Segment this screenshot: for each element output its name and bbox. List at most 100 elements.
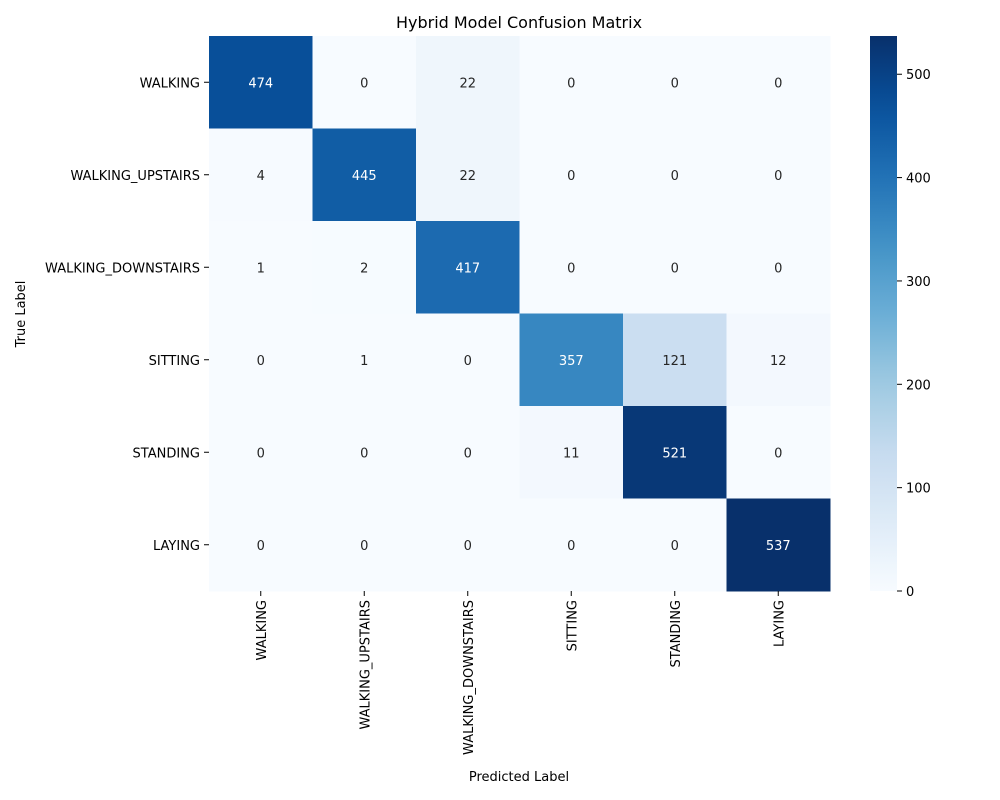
heatmap-cell bbox=[623, 498, 727, 592]
y-tick-label: WALKING_UPSTAIRS bbox=[71, 169, 201, 184]
heatmap-cell bbox=[209, 221, 313, 314]
heatmap-cell bbox=[209, 128, 313, 222]
cell-value-label: 0 bbox=[464, 539, 472, 554]
heatmap-cell bbox=[519, 36, 624, 129]
heatmap-cell bbox=[623, 406, 727, 499]
colorbar-tick-label: 500 bbox=[906, 68, 931, 83]
cell-value-label: 0 bbox=[774, 76, 782, 91]
x-tick-label: SITTING bbox=[565, 600, 580, 651]
heatmap-cell bbox=[209, 313, 313, 407]
cell-value-label: 2 bbox=[360, 261, 368, 276]
cell-value-label: 474 bbox=[248, 76, 273, 91]
heatmap-cells bbox=[209, 36, 831, 592]
cell-value-label: 0 bbox=[567, 261, 575, 276]
y-tick-label: WALKING bbox=[140, 76, 200, 91]
cell-value-label: 0 bbox=[360, 539, 368, 554]
colorbar-gradient bbox=[870, 36, 897, 591]
heatmap-cell bbox=[416, 406, 520, 499]
colorbar: 0 100 200 300 400 500 bbox=[870, 36, 931, 600]
cell-value-label: 0 bbox=[257, 446, 265, 461]
cell-value-label: 0 bbox=[671, 76, 679, 91]
cell-value-label: 537 bbox=[766, 539, 791, 554]
cell-value-label: 12 bbox=[770, 354, 787, 369]
heatmap-cell bbox=[312, 221, 417, 314]
heatmap-cell bbox=[623, 313, 727, 407]
cell-value-label: 357 bbox=[559, 354, 584, 369]
heatmap-cell bbox=[519, 498, 624, 592]
cell-value-label: 0 bbox=[567, 76, 575, 91]
cell-value-label: 0 bbox=[774, 169, 782, 184]
chart-title: Hybrid Model Confusion Matrix bbox=[396, 13, 642, 32]
cell-value-label: 0 bbox=[671, 169, 679, 184]
y-tick-label: STANDING bbox=[133, 446, 200, 461]
heatmap-cell bbox=[726, 36, 831, 129]
heatmap-cell bbox=[416, 313, 520, 407]
heatmap-cell bbox=[519, 221, 624, 314]
cell-value-label: 0 bbox=[774, 446, 782, 461]
heatmap-cell bbox=[623, 36, 727, 129]
cell-value-label: 0 bbox=[360, 446, 368, 461]
heatmap-cell bbox=[312, 36, 417, 129]
cell-value-label: 0 bbox=[567, 169, 575, 184]
heatmap-cell bbox=[519, 406, 624, 499]
cell-value-label: 0 bbox=[464, 354, 472, 369]
cell-value-label: 4 bbox=[257, 169, 265, 184]
cell-value-label: 22 bbox=[459, 76, 476, 91]
x-tick-label: WALKING bbox=[255, 600, 270, 660]
x-axis-label: Predicted Label bbox=[469, 770, 569, 785]
heatmap-cell bbox=[209, 406, 313, 499]
colorbar-tick-label: 100 bbox=[906, 482, 931, 497]
y-tick-label: WALKING_DOWNSTAIRS bbox=[45, 261, 200, 276]
colorbar-tick-label: 0 bbox=[906, 585, 914, 600]
y-axis-label: True Label bbox=[14, 281, 29, 349]
heatmap-cell bbox=[623, 128, 727, 222]
heatmap-cell bbox=[726, 313, 831, 407]
heatmap-cell bbox=[312, 406, 417, 499]
cell-value-label: 22 bbox=[459, 169, 476, 184]
cell-value-label: 445 bbox=[352, 169, 377, 184]
heatmap-cell bbox=[726, 406, 831, 499]
heatmap-cell bbox=[416, 36, 520, 129]
heatmap-cell bbox=[416, 128, 520, 222]
heatmap-cell bbox=[209, 36, 313, 129]
heatmap-cell bbox=[726, 498, 831, 592]
heatmap-cell bbox=[209, 498, 313, 592]
heatmap-cell bbox=[726, 221, 831, 314]
heatmap-cell bbox=[312, 498, 417, 592]
y-tick-label: SITTING bbox=[149, 354, 200, 369]
colorbar-tick-label: 400 bbox=[906, 172, 931, 187]
heatmap-cell bbox=[416, 221, 520, 314]
cell-value-label: 0 bbox=[671, 261, 679, 276]
heatmap-cell bbox=[312, 313, 417, 407]
cell-value-label: 0 bbox=[567, 539, 575, 554]
heatmap-cell bbox=[519, 313, 624, 407]
y-axis-ticks: WALKING WALKING_UPSTAIRS WALKING_DOWNSTAIR… bbox=[45, 76, 209, 554]
heatmap-cell-labels: 474 0 22 0 0 04 445 22 0 0 01 2 417 0 0 00 1 0 357 121 120 0 0… bbox=[248, 76, 790, 554]
x-tick-label: WALKING_DOWNSTAIRS bbox=[462, 600, 477, 755]
y-tick-label: LAYING bbox=[153, 539, 200, 554]
heatmap-cell bbox=[726, 128, 831, 222]
x-tick-label: STANDING bbox=[669, 600, 684, 667]
cell-value-label: 417 bbox=[455, 261, 480, 276]
heatmap-cell bbox=[416, 498, 520, 592]
cell-value-label: 0 bbox=[464, 446, 472, 461]
colorbar-tick-label: 200 bbox=[906, 378, 931, 393]
heatmap-cell bbox=[312, 128, 417, 222]
cell-value-label: 0 bbox=[257, 354, 265, 369]
cell-value-label: 1 bbox=[360, 354, 368, 369]
cell-value-label: 0 bbox=[360, 76, 368, 91]
cell-value-label: 121 bbox=[662, 354, 687, 369]
heatmap-cell bbox=[519, 128, 624, 222]
colorbar-tick-label: 300 bbox=[906, 275, 931, 290]
heatmap-cell bbox=[623, 221, 727, 314]
x-tick-label: LAYING bbox=[772, 600, 787, 647]
cell-value-label: 11 bbox=[563, 446, 580, 461]
cell-value-label: 0 bbox=[774, 261, 782, 276]
cell-value-label: 0 bbox=[671, 539, 679, 554]
cell-value-label: 521 bbox=[662, 446, 687, 461]
cell-value-label: 1 bbox=[257, 261, 265, 276]
x-tick-label: WALKING_UPSTAIRS bbox=[358, 600, 373, 730]
cell-value-label: 0 bbox=[257, 539, 265, 554]
x-axis-ticks: WALKING WALKING_UPSTAIRS WALKING_DOWNSTAIR… bbox=[255, 591, 787, 755]
